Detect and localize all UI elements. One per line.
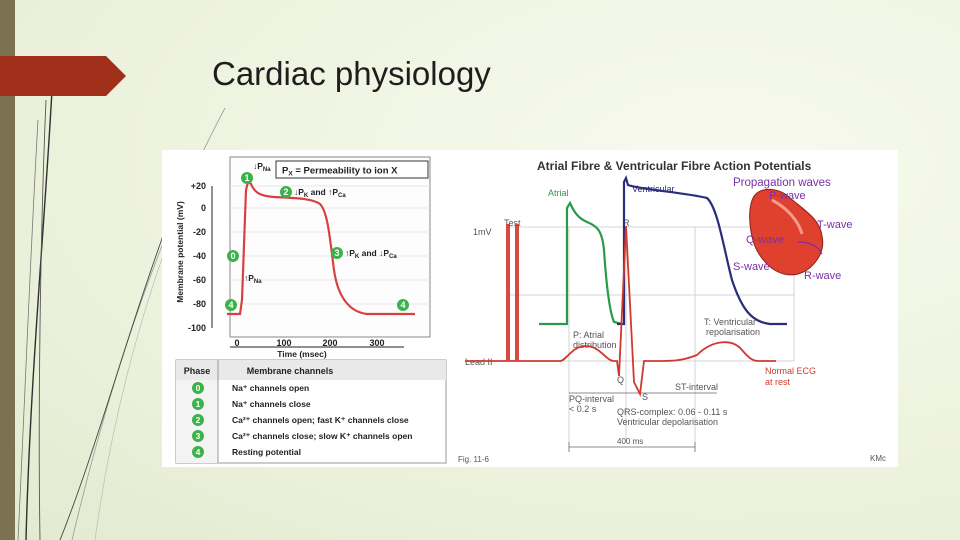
phase3-annotation: ↑PK and ↓PCa (345, 248, 397, 260)
table-row-text: Na⁺ channels close (232, 399, 311, 409)
y-tick: -40 (193, 251, 206, 261)
test-label: Test (504, 218, 521, 228)
q-wave-label: Q-wave (746, 234, 784, 246)
t-label-1: T: Ventricular (704, 317, 756, 327)
table-row-phase: 0 (196, 383, 201, 393)
phase0-annotation: ↑PNa (244, 273, 262, 285)
action-potential-curve (227, 180, 415, 316)
heart-illustration (749, 189, 824, 276)
slide-title: Cardiac physiology (212, 55, 491, 92)
table-row-phase: 2 (196, 415, 201, 425)
x-axis-label: Time (msec) (277, 349, 327, 359)
propagation-waves-label: Propagation waves (733, 177, 831, 189)
r-label: R (623, 218, 630, 228)
s-wave-label: S-wave (733, 261, 770, 273)
y-tick: -20 (193, 227, 206, 237)
phase-marker-4a: 4 (228, 300, 233, 310)
kmc-credit: KMc (870, 454, 886, 463)
y-tick: 0 (201, 203, 206, 213)
cardiac-figure: PX = Permeability to ion X Membrane pote… (162, 150, 898, 467)
phase-table: Phase Membrane channels 0 1 2 3 4 Na⁺ ch… (175, 359, 447, 464)
title-accent-arrow (0, 56, 126, 96)
s-label: S (642, 392, 648, 402)
x-tick: 200 (322, 338, 337, 348)
ventricular-action-potential (617, 174, 787, 326)
pq-interval-label-1: PQ-interval (569, 394, 614, 404)
ecg-panel-title: Atrial Fibre & Ventricular Fibre Action … (537, 159, 812, 173)
phase1-annotation: ↓PNa (253, 161, 271, 173)
r-wave-label: R-wave (804, 270, 841, 282)
table-header-channels: Membrane channels (247, 366, 334, 376)
t-label-2: repolarisation (706, 327, 760, 337)
atrial-label: Atrial (548, 188, 569, 198)
table-row-text: Na⁺ channels open (232, 383, 309, 393)
qrs-label-1: QRS-complex: 0.06 - 0.11 s (617, 407, 728, 417)
ms400-label: 400 ms (617, 437, 643, 446)
phase-marker-1: 1 (244, 173, 249, 183)
atrial-action-potential (539, 200, 623, 326)
phase-marker-2: 2 (283, 187, 288, 197)
phase-marker-4b: 4 (400, 300, 405, 310)
table-row-text: Ca²⁺ channels open; fast K⁺ channels clo… (232, 415, 409, 425)
figure-number: Fig. 11-6 (458, 455, 490, 464)
sidebar-bar (0, 0, 15, 540)
t-wave-label: T-wave (817, 219, 852, 231)
y-tick: -100 (188, 323, 206, 333)
permeability-legend: PX = Permeability to ion X (275, 160, 429, 179)
action-potential-panel: PX = Permeability to ion X Membrane pote… (162, 150, 449, 467)
y-axis-label: Membrane potential (mV) (175, 201, 185, 303)
normal-ecg-label-1: Normal ECG (765, 366, 816, 376)
x-tick: 0 (234, 338, 239, 348)
table-row-phase: 3 (196, 431, 201, 441)
p-wave-label: P-wave (769, 190, 806, 202)
phase-marker-0: 0 (230, 251, 235, 261)
table-row-phase: 1 (196, 399, 201, 409)
pq-interval-label-2: < 0.2 s (569, 404, 597, 414)
table-row-text: Resting potential (232, 447, 301, 457)
phase-marker-3: 3 (334, 248, 339, 258)
lead-ii-label: Lead II (465, 357, 493, 367)
st-interval-label: ST-interval (675, 382, 718, 392)
y-tick: -80 (193, 299, 206, 309)
y-tick: -60 (193, 275, 206, 285)
p-label-1: P: Atrial (573, 330, 604, 340)
table-row-text: Ca²⁺ channels close; slow K⁺ channels op… (232, 431, 412, 441)
svg-text:PX = Permeability to ion X: PX = Permeability to ion X (282, 166, 398, 178)
y-tick: +20 (191, 181, 206, 191)
x-tick: 300 (369, 338, 384, 348)
table-row-phase: 4 (196, 447, 201, 457)
phase2-annotation: ↓PK and ↑PCa (294, 187, 346, 199)
qrs-label-2: Ventricular depolarisation (617, 417, 718, 427)
ecg-trace (465, 224, 776, 398)
one-mv-label: 1mV (473, 227, 492, 237)
q-label: Q (617, 375, 624, 385)
p-label-2: distribution (573, 340, 617, 350)
decorative-lines (17, 89, 226, 540)
table-header-phase: Phase (184, 366, 211, 376)
x-tick: 100 (276, 338, 291, 348)
ecg-panel: Atrial Fibre & Ventricular Fibre Action … (450, 150, 898, 467)
normal-ecg-label-2: at rest (765, 377, 791, 387)
